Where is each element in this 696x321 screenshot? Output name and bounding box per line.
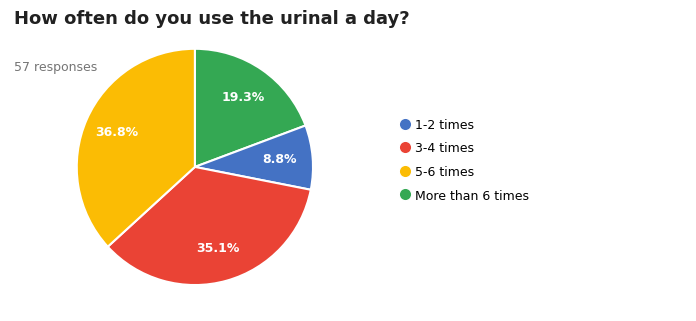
- Text: How often do you use the urinal a day?: How often do you use the urinal a day?: [14, 10, 409, 28]
- Wedge shape: [195, 49, 306, 167]
- Text: 19.3%: 19.3%: [222, 91, 265, 104]
- Text: 36.8%: 36.8%: [95, 126, 139, 139]
- Text: 8.8%: 8.8%: [262, 153, 297, 167]
- Text: 57 responses: 57 responses: [14, 61, 97, 74]
- Text: 35.1%: 35.1%: [196, 242, 239, 255]
- Wedge shape: [195, 126, 313, 190]
- Wedge shape: [108, 167, 311, 285]
- Legend: 1-2 times, 3-4 times, 5-6 times, More than 6 times: 1-2 times, 3-4 times, 5-6 times, More th…: [396, 112, 535, 209]
- Wedge shape: [77, 49, 195, 247]
